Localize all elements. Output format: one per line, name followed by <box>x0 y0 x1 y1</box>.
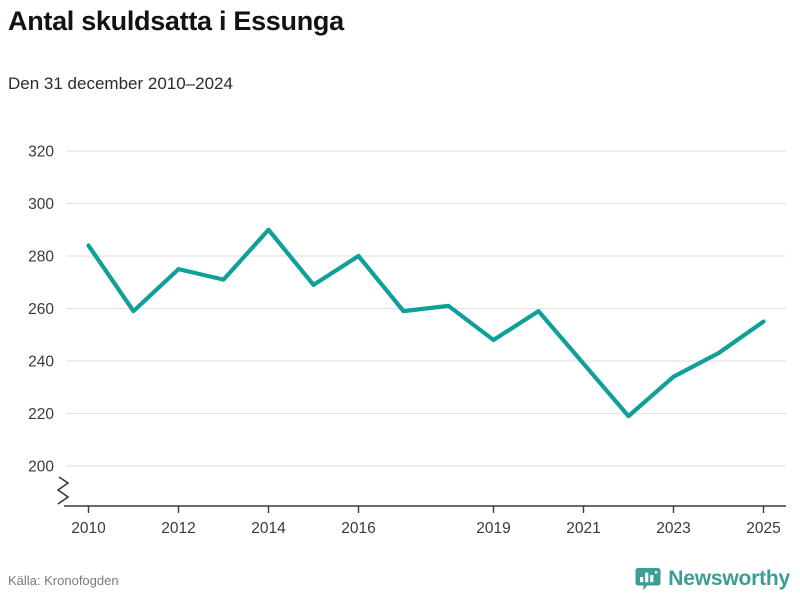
source-caption: Källa: Kronofogden <box>8 573 119 588</box>
axis-break-marker <box>56 476 70 505</box>
y-axis-tick-label: 260 <box>28 301 54 318</box>
x-axis-tick-label: 2023 <box>656 520 690 537</box>
bar-chart-speech-bubble-icon <box>635 566 661 592</box>
x-axis-group <box>64 505 786 513</box>
x-axis-tick-label: 2025 <box>746 520 780 537</box>
x-axis-tick-label: 2021 <box>566 520 600 537</box>
x-axis-tick-label: 2010 <box>71 520 106 537</box>
y-axis-tick-label: 300 <box>28 196 54 213</box>
y-axis-tick-label: 280 <box>28 249 54 266</box>
x-axis-tick-label: 2014 <box>251 520 286 537</box>
gridlines-group <box>66 150 786 467</box>
y-axis-labels-group: 200 220 240 260 280 300 320 <box>28 144 54 476</box>
x-axis-tick-label: 2019 <box>476 520 510 537</box>
x-axis-labels-group: 2010 2012 2014 2016 2019 2021 2023 2025 <box>71 520 780 537</box>
chart-subtitle: Den 31 december 2010–2024 <box>8 74 233 93</box>
x-axis-tick-label: 2016 <box>341 520 375 537</box>
newsworthy-logo: Newsworthy <box>635 566 790 592</box>
y-axis-tick-label: 240 <box>28 354 54 371</box>
y-axis-break-zigzag <box>56 476 70 505</box>
x-axis-tick-label: 2012 <box>161 520 195 537</box>
brand-name-label: Newsworthy <box>668 567 790 590</box>
y-axis-tick-label: 220 <box>28 406 54 423</box>
y-axis-tick-label: 200 <box>28 459 54 476</box>
page-title: Antal skuldsatta i Essunga <box>8 6 344 36</box>
data-series-line <box>86 227 766 419</box>
y-axis-tick-label: 320 <box>28 144 54 161</box>
